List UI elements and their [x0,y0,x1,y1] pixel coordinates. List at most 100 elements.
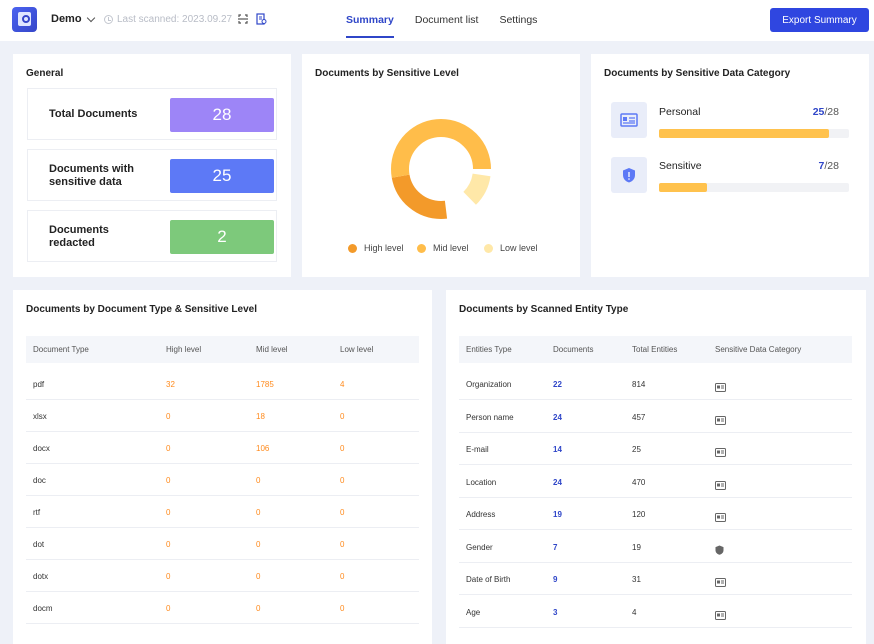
entity-type-cell: Location [466,477,497,487]
last-scanned-text: Last scanned: 2023.09.27 [117,14,233,25]
entity-documents-cell[interactable]: 14 [553,445,562,454]
entity-col-category: Sensitive Data Category [715,345,802,354]
legend-low: Low level [484,243,538,253]
entity-documents-cell[interactable]: 9 [553,575,558,584]
id-card-icon [611,102,647,138]
tab-settings[interactable]: Settings [499,14,538,26]
mid-level-cell: 0 [256,604,261,613]
sensitive-level-card: Documents by Sensitive Level High level … [302,54,580,277]
entity-type-cell: Age [466,607,481,617]
low-level-cell: 0 [340,540,345,549]
table-row: docm 0 0 0 [26,592,419,624]
legend-high: High level [348,243,404,253]
project-selector[interactable]: Demo [51,13,95,25]
high-level-cell: 32 [166,380,175,389]
table-row: rtf 0 0 0 [26,496,419,528]
table-row: pdf 32 1785 4 [26,368,419,400]
category-sensitive-bar-fill [659,183,707,192]
category-personal-bar [659,129,849,138]
entity-documents-cell[interactable]: 22 [553,380,562,389]
table-row: docx 0 106 0 [26,432,419,464]
table-row: Location 24 470 [459,466,852,498]
legend-low-swatch [484,243,493,253]
entity-documents-cell[interactable]: 24 [553,412,562,422]
scan-icon[interactable] [238,14,248,24]
category-card: Documents by Sensitive Data Category Per… [591,54,869,277]
doc-type-cell: dotx [33,572,49,581]
mid-level-cell: 0 [256,508,261,517]
doc-type-cell: docm [33,604,53,613]
sensitive-documents-label: Documents with sensitive data [49,163,134,189]
table-row: dotx 0 0 0 [26,560,419,592]
top-bar: Demo Last scanned: 2023.09.27 Summary Do… [0,0,874,41]
entity-documents-cell[interactable]: 24 [553,477,562,487]
entity-documents-cell[interactable]: 7 [553,542,558,552]
tab-document-list[interactable]: Document list [414,14,479,26]
shield-icon [715,542,724,560]
redacted-documents-label-line-1: Documents [49,224,109,236]
id-card-icon [715,379,726,397]
entity-total-cell: 4 [632,607,637,617]
doc-type-col-low: Low level [340,345,374,354]
sensitive-documents-row: Documents with sensitive data 25 [27,149,277,201]
category-sensitive-bar [659,183,849,192]
legend-mid: Mid level [417,243,469,253]
total-documents-row: Total Documents 28 [27,88,277,140]
entity-documents-cell[interactable]: 19 [553,510,562,519]
entity-type-cell: Person name [466,412,514,422]
doc-type-cell: docx [33,444,50,453]
sensitive-documents-label-line-2: sensitive data [49,176,122,188]
high-level-cell: 0 [166,412,171,421]
category-title: Documents by Sensitive Data Category [604,68,791,79]
category-personal-count: 25/28 [813,106,839,118]
export-summary-button[interactable]: Export Summary [770,8,869,32]
low-level-cell: 0 [340,604,345,613]
entity-title: Documents by Scanned Entity Type [459,304,629,315]
doc-type-col-mid: Mid level [256,345,288,354]
low-level-cell: 4 [340,380,345,389]
entity-total-cell: 19 [632,542,641,552]
high-level-cell: 0 [166,444,171,453]
doc-type-title: Documents by Document Type & Sensitive L… [26,304,257,315]
entity-col-total: Total Entities [632,345,678,354]
entity-total-cell: 814 [632,380,646,389]
entity-documents-cell[interactable]: 3 [553,607,558,617]
mid-level-cell: 106 [256,444,270,453]
entity-total-cell: 31 [632,575,641,584]
project-name: Demo [51,13,82,25]
clock-icon [104,15,113,24]
category-personal-count-total: /28 [824,106,839,118]
tab-summary[interactable]: Summary [346,14,394,38]
last-scanned: Last scanned: 2023.09.27 [104,14,232,25]
entity-type-cell: Date of Birth [466,575,511,584]
entity-table-header: Entities Type Documents Total Entities S… [459,336,852,363]
doc-type-col-type: Document Type [33,345,89,354]
table-row: E-mail 14 25 [459,433,852,465]
entity-type-cell: Address [466,510,496,519]
total-documents-label-line: Total Documents [49,108,138,120]
entity-total-cell: 120 [632,510,646,519]
mid-level-cell: 0 [256,572,261,581]
high-level-cell: 0 [166,604,171,613]
category-sensitive-count-total: /28 [824,160,839,172]
app-logo[interactable] [12,7,37,32]
donut-slice-high[interactable] [391,119,491,219]
table-row: Organization 22 814 [459,368,852,400]
category-sensitive-count: 7/28 [819,160,839,172]
table-row: Date of Birth 9 31 [459,563,852,595]
entity-type-cell: Gender [466,542,493,552]
general-card: General Total Documents 28 Documents wit… [13,54,291,277]
report-icon[interactable] [256,13,267,25]
doc-type-cell: dot [33,540,45,549]
entity-type-cell: Organization [466,380,512,389]
id-card-icon [715,444,726,462]
sensitive-level-title: Documents by Sensitive Level [315,68,459,79]
mid-level-cell: 0 [256,476,261,485]
low-level-cell: 0 [340,444,345,453]
high-level-cell: 0 [166,572,171,581]
sensitive-documents-value: 25 [170,159,274,193]
legend-mid-swatch [417,243,426,253]
donut-slice-mid[interactable] [391,119,491,219]
table-row: Person name 24 457 [459,401,852,433]
category-personal-count-value: 25 [812,106,825,118]
